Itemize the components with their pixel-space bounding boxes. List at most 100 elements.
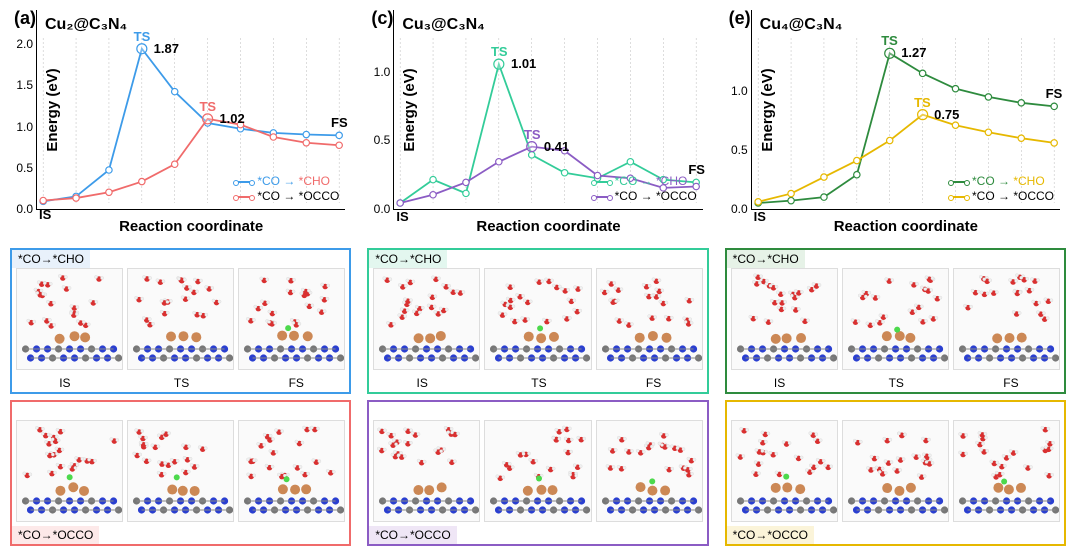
legend-text: *CO → *CHO xyxy=(257,174,330,190)
snap-box-top: *CO→*CHO IS TS FS xyxy=(367,248,708,394)
y-tick: 1.5 xyxy=(16,78,33,92)
snap-grid xyxy=(16,420,345,522)
snap-grid xyxy=(16,268,345,370)
state-label: IS xyxy=(417,376,428,390)
y-tick: 1.0 xyxy=(374,65,391,79)
snapshot-cell xyxy=(731,420,838,522)
ts-label: TS xyxy=(881,33,898,48)
chart-a: Cu₂@C₃N₄ Energy (eV) Reaction coordinate… xyxy=(36,10,345,210)
is-label: IS xyxy=(396,209,408,224)
panel-d: (d) *CO→*CHO IS TS FS *CO→*OCCO xyxy=(363,246,716,552)
ts-value: 1.87 xyxy=(154,41,179,56)
reaction-label: *CO→*CHO xyxy=(369,250,447,268)
legend-text: *CO → *OCCO xyxy=(257,189,339,205)
fs-label: FS xyxy=(688,162,705,177)
molecule-snapshot xyxy=(374,421,479,521)
y-axis-label: Energy (eV) xyxy=(44,68,61,151)
ts-value: 1.27 xyxy=(901,45,926,60)
snapshot-cell xyxy=(16,420,123,522)
molecule-snapshot xyxy=(597,421,702,521)
snapshot-cell xyxy=(484,420,591,522)
snapshot-cell xyxy=(16,268,123,370)
snap-box-bot: *CO→*OCCO xyxy=(725,400,1066,546)
panel-b: (b) *CO→*CHO IS TS FS *CO→*OCCO xyxy=(6,246,359,552)
state-label: IS xyxy=(774,376,785,390)
panel-a: (a) Cu₂@C₃N₄ Energy (eV) Reaction coordi… xyxy=(6,4,359,242)
snap-grid xyxy=(731,268,1060,370)
x-axis-label: Reaction coordinate xyxy=(37,218,345,235)
legend-text: *CO → *CHO xyxy=(972,174,1045,190)
reaction-label: *CO→*OCCO xyxy=(12,526,99,544)
snap-grid xyxy=(373,420,702,522)
legend: *CO → *CHO *CO → *OCCO xyxy=(593,174,697,205)
state-label: TS xyxy=(531,376,546,390)
x-axis-label: Reaction coordinate xyxy=(394,218,702,235)
snapshot-cell xyxy=(953,268,1060,370)
reaction-label: *CO→*OCCO xyxy=(369,526,456,544)
state-label: TS xyxy=(889,376,904,390)
molecule-snapshot xyxy=(485,269,590,369)
state-label: FS xyxy=(646,376,661,390)
ts-value: 0.41 xyxy=(544,139,569,154)
legend: *CO → *CHO *CO → *OCCO xyxy=(235,174,339,205)
chart-title: Cu₄@C₃N₄ xyxy=(760,16,843,34)
fs-label: FS xyxy=(1046,86,1063,101)
snapshot-cell xyxy=(842,420,949,522)
is-label: IS xyxy=(39,207,51,222)
molecule-snapshot xyxy=(239,269,344,369)
molecule-snapshot xyxy=(843,421,948,521)
legend-text: *CO → *OCCO xyxy=(615,189,697,205)
reaction-label: *CO→*CHO xyxy=(727,250,805,268)
legend-swatch xyxy=(593,181,611,183)
y-tick: 0.0 xyxy=(731,202,748,216)
x-axis-label: Reaction coordinate xyxy=(752,218,1060,235)
snapshot-cell xyxy=(238,268,345,370)
state-label: FS xyxy=(289,376,304,390)
snap-box-top: *CO→*CHO IS TS FS xyxy=(725,248,1066,394)
molecule-snapshot xyxy=(954,269,1059,369)
panel-f: (f) *CO→*CHO IS TS FS *CO→*OCCO xyxy=(721,246,1074,552)
molecule-snapshot xyxy=(17,421,122,521)
legend-swatch xyxy=(235,181,253,183)
ts-label: TS xyxy=(524,127,541,142)
y-axis-label: Energy (eV) xyxy=(759,68,776,151)
molecule-snapshot xyxy=(128,269,233,369)
snapshot-cell xyxy=(373,420,480,522)
snapshot-cell xyxy=(731,268,838,370)
state-label: TS xyxy=(174,376,189,390)
legend: *CO → *CHO *CO → *OCCO xyxy=(950,174,1054,205)
chart-title: Cu₃@C₃N₄ xyxy=(402,16,484,34)
y-tick: 0.5 xyxy=(731,143,748,157)
snap-grid xyxy=(731,420,1060,522)
is-label: IS xyxy=(754,209,766,224)
molecule-snapshot xyxy=(239,421,344,521)
molecule-snapshot xyxy=(954,421,1059,521)
panel-e: (e) Cu₄@C₃N₄ Energy (eV) Reaction coordi… xyxy=(721,4,1074,242)
y-tick: 0.5 xyxy=(16,161,33,175)
state-label: IS xyxy=(59,376,70,390)
ts-label: TS xyxy=(134,29,151,44)
molecule-snapshot xyxy=(128,421,233,521)
y-axis-label: Energy (eV) xyxy=(402,68,419,151)
ts-label: TS xyxy=(491,44,508,59)
molecule-snapshot xyxy=(597,269,702,369)
y-tick: 0.0 xyxy=(16,202,33,216)
snapshot-cell xyxy=(953,420,1060,522)
panel-tag: (a) xyxy=(14,8,36,29)
legend-text: *CO → *OCCO xyxy=(972,189,1054,205)
snap-box-bot: *CO→*OCCO xyxy=(367,400,708,546)
legend-swatch xyxy=(950,196,968,198)
ts-value: 1.02 xyxy=(219,111,244,126)
snapshot-cell xyxy=(842,268,949,370)
chart-c: Cu₃@C₃N₄ Energy (eV) Reaction coordinate… xyxy=(393,10,702,210)
snapshot-cell xyxy=(127,420,234,522)
legend-swatch xyxy=(593,196,611,198)
ts-value: 1.01 xyxy=(511,56,536,71)
ts-value: 0.75 xyxy=(934,107,959,122)
fs-label: FS xyxy=(331,115,348,130)
figure: (a) Cu₂@C₃N₄ Energy (eV) Reaction coordi… xyxy=(0,0,1080,544)
molecule-snapshot xyxy=(485,421,590,521)
ts-label: TS xyxy=(914,95,931,110)
reaction-label: *CO→*CHO xyxy=(12,250,90,268)
molecule-snapshot xyxy=(843,269,948,369)
